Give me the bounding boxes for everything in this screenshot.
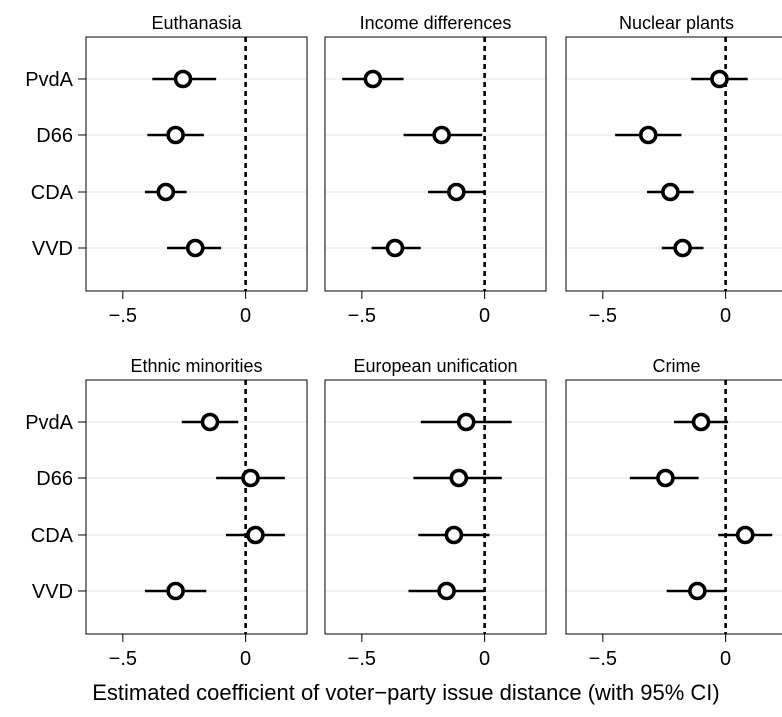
- x-tick-label: −.5: [589, 305, 617, 327]
- panel-frame: [85, 36, 308, 292]
- point-estimate: [166, 581, 185, 601]
- panel-0: Euthanasia −.5 0 PvdA D66 CDA VVD: [25, 13, 308, 327]
- point-estimate: [185, 238, 205, 258]
- panel-title: Euthanasia: [151, 13, 242, 33]
- panel-frame: [565, 379, 782, 635]
- point-estimate: [735, 525, 755, 545]
- point-estimate: [173, 69, 193, 89]
- point-estimate: [432, 125, 451, 145]
- point-estimate: [710, 69, 729, 89]
- panel-5: Crime −.5 0: [565, 356, 782, 670]
- y-tick-label: PvdA: [25, 412, 73, 434]
- x-tick-label: 0: [479, 305, 490, 327]
- x-tick-label: 0: [720, 648, 731, 670]
- panel-2: Nuclear plants −.5 0: [565, 13, 782, 327]
- y-tick-label: PvdA: [25, 69, 73, 91]
- panel-frame: [324, 36, 547, 292]
- x-tick-label: −.5: [348, 648, 376, 670]
- point-estimate: [638, 125, 658, 145]
- x-axis-label: Estimated coefficient of voter−party iss…: [92, 680, 720, 705]
- y-tick-label: VVD: [32, 238, 73, 260]
- point-estimate: [385, 238, 405, 258]
- panel-3: Ethnic minorities −.5 0 PvdA D66 CDA VVD: [25, 356, 308, 670]
- point-estimate: [156, 182, 176, 202]
- point-estimate: [691, 412, 711, 432]
- point-estimate: [447, 182, 466, 202]
- x-tick-label: 0: [240, 305, 251, 327]
- point-estimate: [200, 412, 220, 432]
- point-estimate: [456, 412, 476, 432]
- y-tick-label: CDA: [31, 182, 74, 204]
- panel-title: European unification: [353, 356, 517, 376]
- x-tick-label: 0: [240, 648, 251, 670]
- y-tick-label: D66: [36, 468, 73, 490]
- panel-frame: [565, 36, 782, 292]
- y-tick-label: VVD: [32, 581, 73, 603]
- point-estimate: [688, 581, 707, 601]
- panel-title: Crime: [653, 356, 701, 376]
- x-tick-label: 0: [720, 305, 731, 327]
- point-estimate: [656, 468, 675, 488]
- x-tick-label: −.5: [109, 648, 137, 670]
- panel-title: Nuclear plants: [619, 13, 734, 33]
- point-estimate: [437, 581, 456, 601]
- point-estimate: [444, 525, 464, 545]
- panel-4: European unification −.5 0: [324, 356, 547, 670]
- point-estimate: [246, 525, 265, 545]
- y-tick-label: D66: [36, 125, 73, 147]
- x-tick-label: −.5: [109, 305, 137, 327]
- point-estimate: [363, 69, 383, 89]
- panel-title: Ethnic minorities: [130, 356, 262, 376]
- point-estimate: [241, 468, 260, 488]
- point-estimate: [166, 125, 185, 145]
- panel-frame: [324, 379, 547, 635]
- x-tick-label: −.5: [348, 305, 376, 327]
- panel-frame: [85, 379, 308, 635]
- x-tick-label: −.5: [589, 648, 617, 670]
- x-tick-label: 0: [479, 648, 490, 670]
- panel-title: Income differences: [360, 13, 512, 33]
- point-estimate: [661, 182, 680, 202]
- y-tick-label: CDA: [31, 525, 74, 547]
- panel-1: Income differences −.5 0: [324, 13, 547, 327]
- point-estimate: [673, 238, 692, 258]
- point-estimate: [449, 468, 469, 488]
